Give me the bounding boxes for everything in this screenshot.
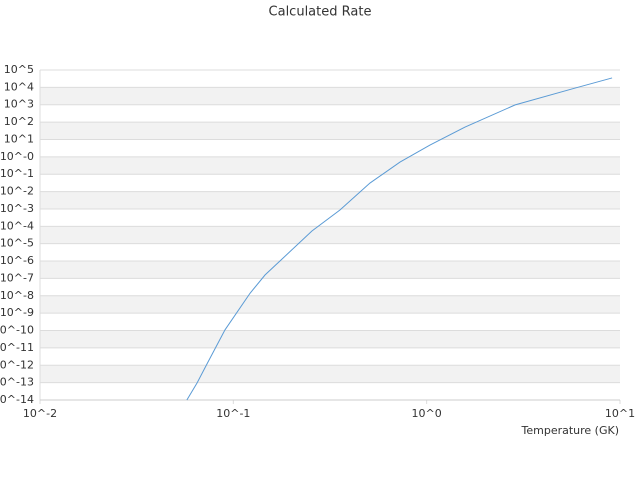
y-tick-label: 10^-3 (0, 202, 34, 215)
y-tick-label: 10^5 (4, 63, 34, 76)
y-tick-label: 10^1 (4, 132, 34, 145)
grid-band (40, 87, 620, 105)
y-tick-label: 10^-12 (0, 358, 34, 371)
x-tick-label: 10^0 (412, 407, 442, 420)
y-tick-label: 10^-13 (0, 376, 34, 389)
grid-band (40, 330, 620, 348)
x-tick-label: 10^-2 (23, 407, 57, 420)
grid-band (40, 156, 620, 175)
y-tick-label: 10^-4 (0, 219, 34, 232)
grid-band (40, 261, 620, 279)
y-tick-label: 10^-11 (0, 341, 34, 354)
data-line (186, 77, 613, 401)
x-tick-label: 10^1 (605, 407, 635, 420)
y-tick-label: 10^-5 (0, 237, 34, 250)
y-tick-label: 10^-6 (0, 254, 34, 267)
y-tick-label: 10^-7 (0, 271, 34, 284)
y-tick-label: 10^-2 (0, 185, 34, 198)
grid-band (40, 122, 620, 140)
grid-band (40, 226, 620, 244)
y-tick-label: 10^-8 (0, 289, 34, 302)
y-tick-label: 10^-1 (0, 167, 34, 180)
y-tick-label: 10^3 (4, 98, 34, 111)
y-tick-label: 10^-14 (0, 393, 34, 406)
x-tick-label: 10^-1 (216, 407, 250, 420)
y-tick-label: 10^2 (4, 115, 34, 128)
y-tick-label: 10^4 (4, 80, 34, 93)
grid-band (40, 295, 620, 314)
y-tick-label: 10^-0 (0, 150, 34, 163)
x-axis-label: Temperature (GK) (521, 424, 620, 437)
y-tick-label: 10^-10 (0, 324, 34, 337)
grid-band (40, 365, 620, 383)
y-tick-label: 10^-9 (0, 306, 34, 319)
chart-title: Calculated Rate (269, 5, 372, 20)
grid-band (40, 191, 620, 209)
